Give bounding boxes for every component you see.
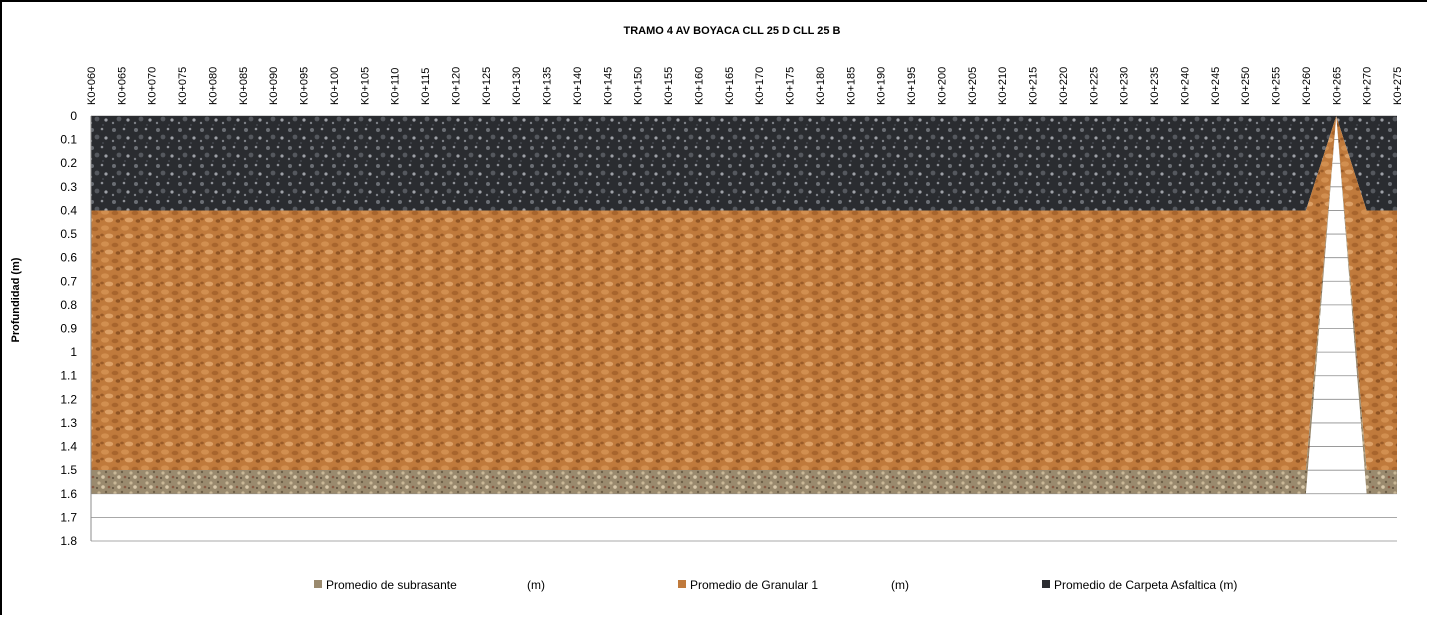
x-tick-label: K0+220	[1058, 67, 1070, 105]
x-tick-label: K0+175	[785, 67, 797, 105]
y-tick-label: 0.3	[60, 180, 77, 194]
x-tick-label: K0+185	[845, 67, 857, 105]
layer-areas	[91, 116, 1397, 494]
x-tick-label: K0+105	[359, 67, 371, 105]
x-tick-label: K0+190	[876, 67, 888, 105]
y-tick-label: 1.1	[60, 369, 77, 383]
legend-label: Promedio de Carpeta Asfaltica (m)	[1054, 578, 1237, 592]
series-area-0	[91, 116, 1397, 211]
x-tick-label: K0+245	[1210, 67, 1222, 105]
x-tick-label: K0+260	[1301, 67, 1313, 105]
legend-label: Promedio de subrasante	[326, 578, 457, 592]
legend-unit: (m)	[527, 578, 545, 592]
legend: Promedio de subrasante (m) Promedio de Gra…	[314, 578, 1237, 592]
x-tick-label: K0+200	[936, 67, 948, 105]
y-tick-label: 1.2	[60, 392, 77, 406]
x-tick-label: K0+170	[754, 67, 766, 105]
legend-unit: (m)	[891, 578, 909, 592]
x-tick-label: K0+160	[693, 67, 705, 105]
x-tick-label: K0+205	[967, 67, 979, 105]
y-tick-label: 1.5	[60, 463, 77, 477]
legend-label: Promedio de Granular 1	[690, 578, 818, 592]
x-tick-label: K0+210	[997, 67, 1009, 105]
x-tick-label: K0+240	[1179, 67, 1191, 105]
y-axis-label: Profundidad (m)	[10, 257, 22, 342]
y-tick-label: 0.6	[60, 251, 77, 265]
y-tick-label: 1.6	[60, 487, 77, 501]
x-tick-label: K0+230	[1119, 67, 1131, 105]
y-tick-label: 0.8	[60, 298, 77, 312]
x-tick-label: K0+180	[815, 67, 827, 105]
legend-swatch	[678, 580, 686, 588]
x-tick-label: K0+070	[147, 67, 159, 105]
x-tick-label: K0+225	[1088, 67, 1100, 105]
x-tick-label: K0+250	[1240, 67, 1252, 105]
y-tick-label: 1.4	[60, 440, 77, 454]
y-tick-label: 0.4	[60, 203, 77, 217]
x-tick-label: K0+100	[329, 67, 341, 105]
x-tick-label: K0+125	[481, 67, 493, 105]
y-tick-label: 0.7	[60, 274, 77, 288]
series-area-1	[91, 116, 1397, 471]
y-tick-label: 0.1	[60, 133, 77, 147]
x-tick-label: K0+265	[1331, 67, 1343, 105]
x-tick-label: K0+080	[207, 67, 219, 105]
y-tick-label: 0.2	[60, 156, 77, 170]
y-tick-label: 1.7	[60, 510, 77, 524]
y-tick-label: 0.9	[60, 322, 77, 336]
x-tick-label: K0+150	[633, 67, 645, 105]
legend-swatch	[1042, 580, 1050, 588]
x-tick-label: K0+085	[238, 67, 250, 105]
y-tick-label: 1.8	[60, 534, 77, 548]
x-tick-label: K0+075	[177, 67, 189, 105]
x-tick-label: K0+165	[724, 67, 736, 105]
x-tick-label: K0+270	[1362, 67, 1374, 105]
x-tick-label: K0+155	[663, 67, 675, 105]
axes: 0 0.1 0.2 0.3 0.4 0.5 0.6 0.7 0.8 0.9 1 1.1 1.2 1.3 1.…	[60, 67, 1404, 548]
legend-swatch	[314, 580, 322, 588]
x-tick-label: K0+215	[1028, 67, 1040, 105]
x-tick-label: K0+135	[542, 67, 554, 105]
x-tick-label: K0+060	[86, 67, 98, 105]
x-tick-label: K0+110	[390, 68, 402, 105]
x-tick-label: K0+195	[906, 67, 918, 105]
x-tick-label: K0+120	[450, 67, 462, 105]
x-tick-label: K0+145	[602, 67, 614, 105]
x-tick-label: K0+115	[420, 68, 432, 105]
y-tick-label: 1	[70, 345, 77, 359]
chart-title: TRAMO 4 AV BOYACA CLL 25 D CLL 25 B	[624, 25, 841, 37]
x-tick-label: K0+255	[1271, 67, 1283, 105]
x-tick-label: K0+130	[511, 67, 523, 105]
x-tick-label: K0+140	[572, 67, 584, 105]
x-tick-label: K0+275	[1392, 67, 1404, 105]
x-tick-label: K0+235	[1149, 67, 1161, 105]
y-tick-label: 1.3	[60, 416, 77, 430]
y-tick-label: 0.5	[60, 227, 77, 241]
x-tick-label: K0+065	[116, 67, 128, 105]
x-tick-label: K0+095	[299, 67, 311, 105]
x-tick-label: K0+090	[268, 67, 280, 105]
y-tick-label: 0	[70, 109, 77, 123]
